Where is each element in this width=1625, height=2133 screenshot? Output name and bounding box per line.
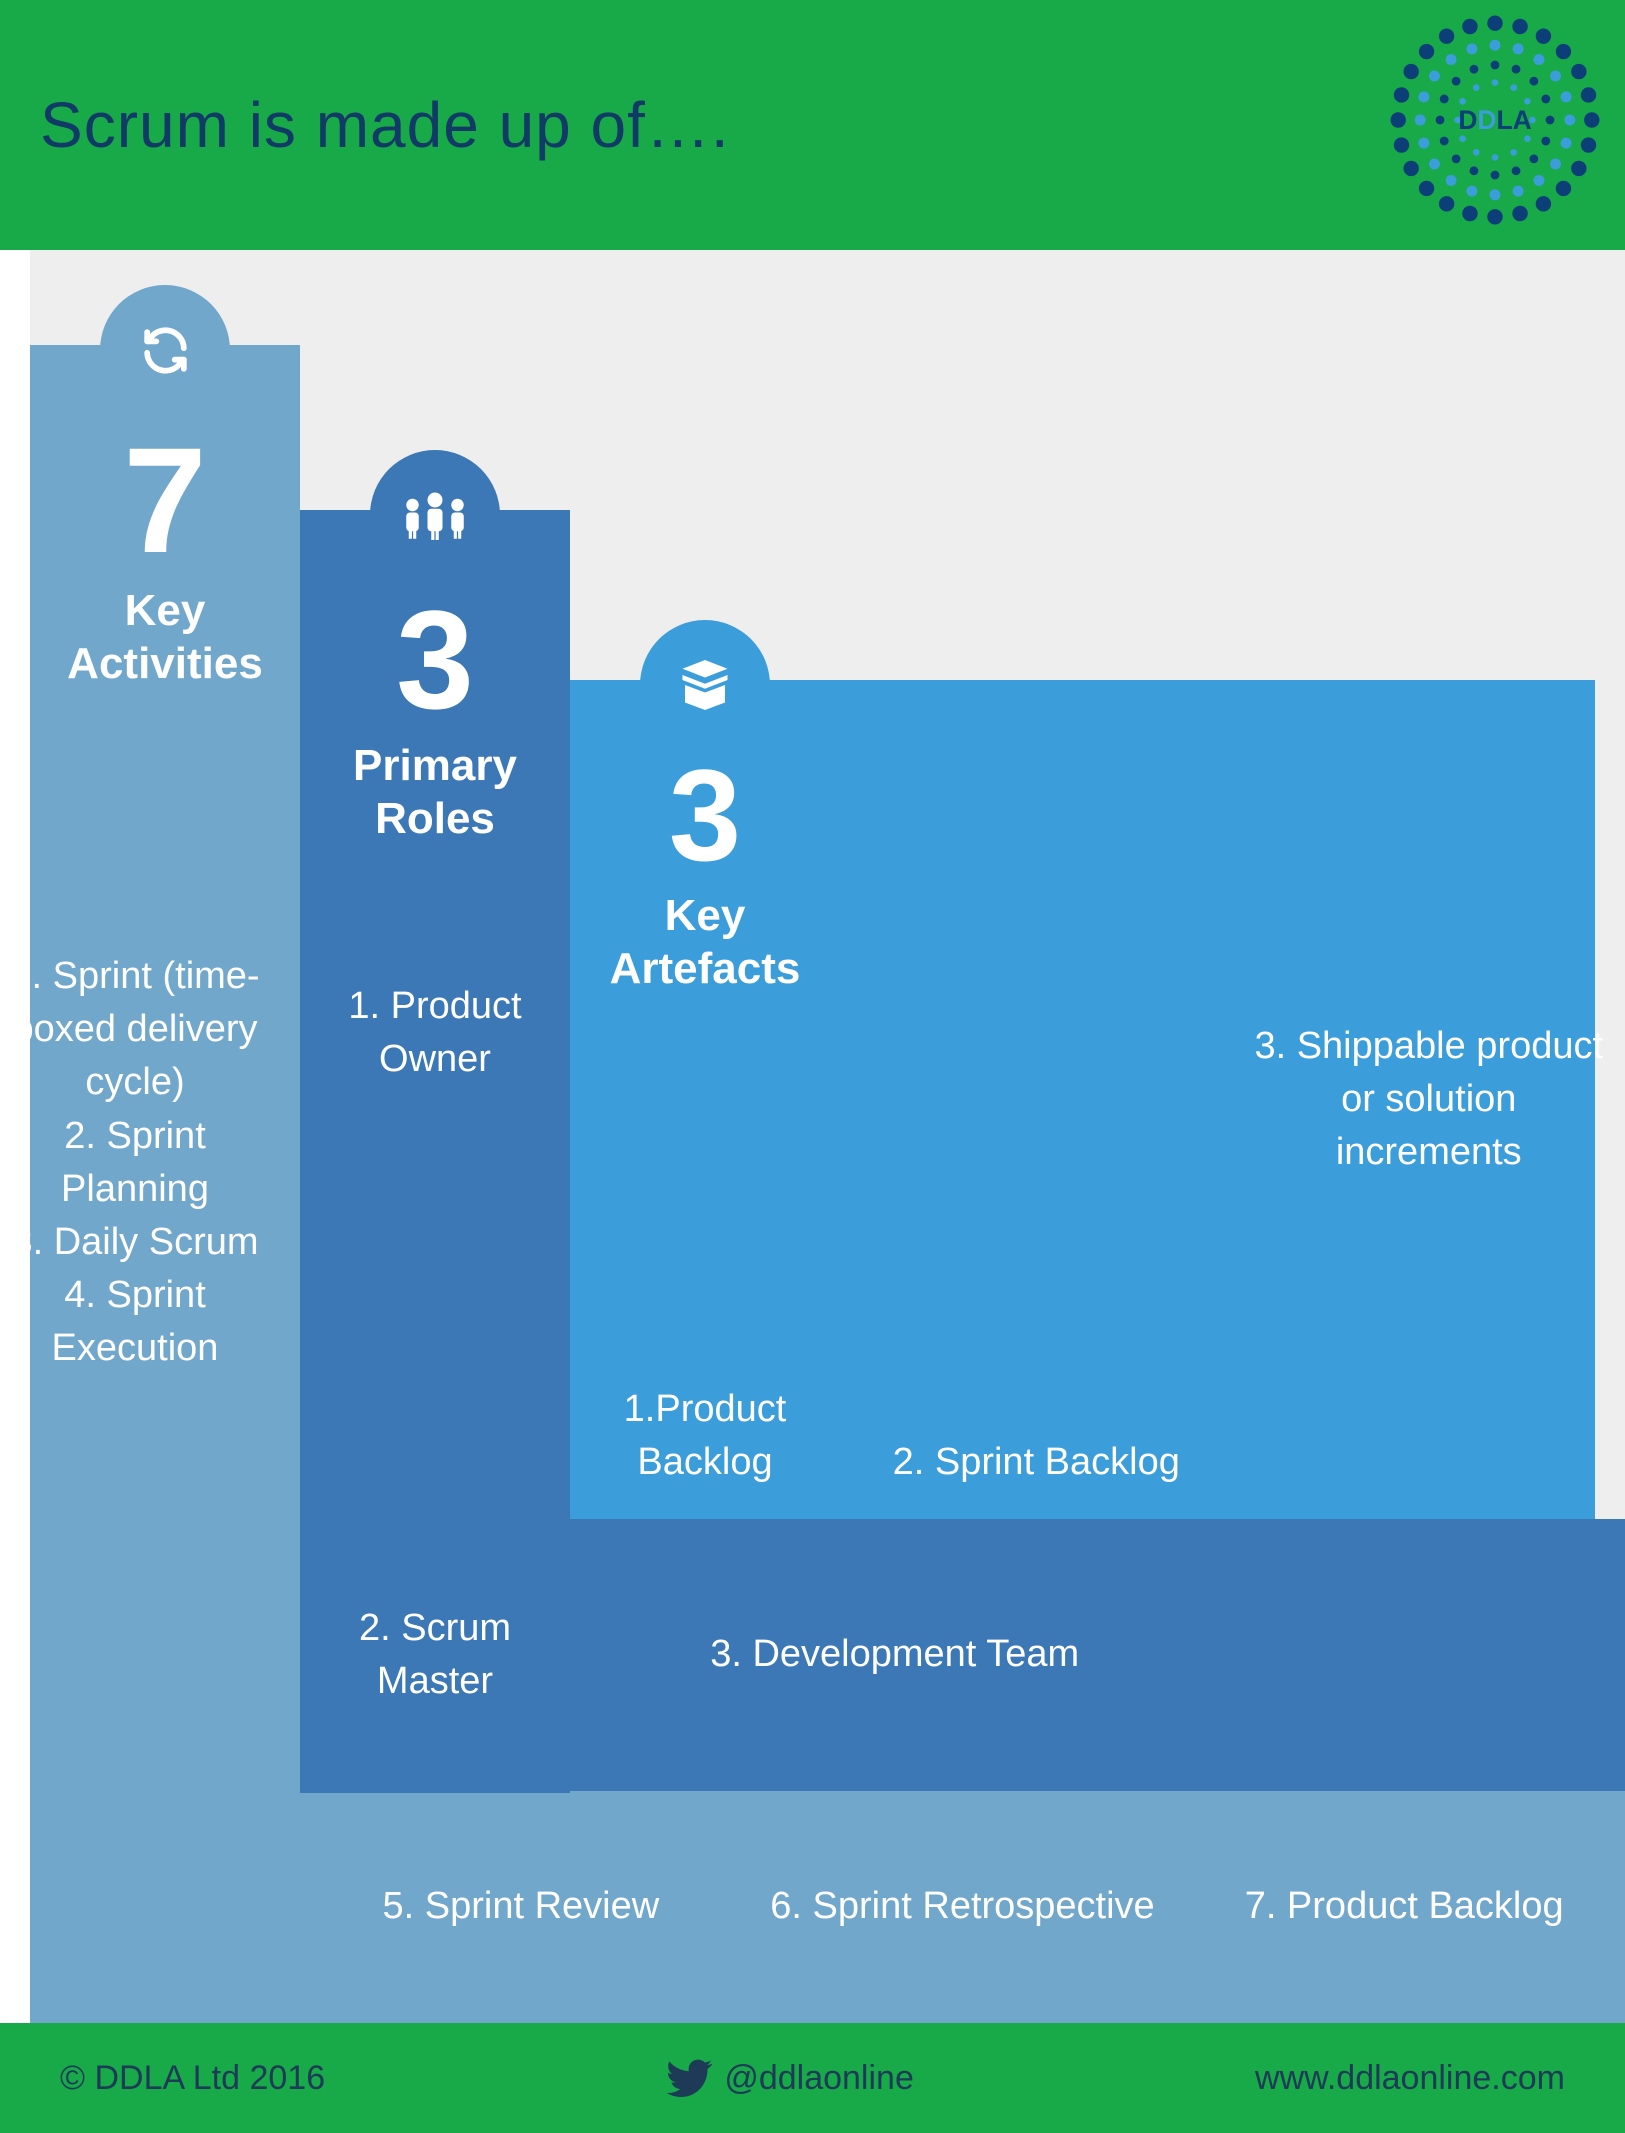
activity-item-2: 2. Sprint Planning — [10, 1110, 260, 1216]
role-item-3: 3. Development Team — [710, 1628, 1079, 1681]
footer-bar: © DDLA Ltd 2016 @ddlaonline www.ddlaonli… — [0, 2023, 1625, 2133]
twitter-handle: @ddlaonline — [666, 2054, 914, 2102]
group-icon — [395, 485, 475, 545]
roles-label: Primary Roles — [300, 740, 570, 846]
header-bar: Scrum is made up of…. DDLA — [0, 0, 1625, 250]
twitter-text: @ddlaonline — [724, 2059, 914, 2098]
activity-item-3: 3. Daily Scrum — [10, 1216, 260, 1269]
activities-items-top: 1. Sprint (time-boxed delivery cycle) 2.… — [0, 950, 270, 1376]
refresh-icon — [138, 323, 193, 378]
activity-item-5: 5. Sprint Review — [383, 1880, 660, 1933]
activity-item-1: 1. Sprint (time-boxed delivery cycle) — [10, 950, 260, 1110]
logo: DDLA — [1385, 10, 1605, 230]
website-url: www.ddlaonline.com — [1255, 2059, 1565, 2098]
role-item-2: 2. Scrum Master — [320, 1602, 550, 1708]
roles-items-row: 2. Scrum Master 3. Development Team — [300, 1519, 1625, 1791]
artefacts-items-row: 1.Product Backlog 2. Sprint Backlog 3. S… — [570, 680, 1625, 1519]
artefact-item-3: 3. Shippable product or solution increme… — [1253, 1020, 1606, 1180]
activity-item-7: 7. Product Backlog — [1245, 1880, 1564, 1933]
logo-icon: DDLA — [1385, 10, 1605, 230]
roles-number: 3 — [300, 590, 570, 730]
twitter-icon — [666, 2054, 714, 2102]
roles-item-1-wrap: 1. Product Owner — [300, 980, 570, 1086]
group-icon-badge — [370, 450, 500, 580]
activity-item-6: 6. Sprint Retrospective — [770, 1880, 1154, 1933]
activity-item-4: 4. Sprint Execution — [10, 1269, 260, 1375]
activities-number: 7 — [30, 425, 300, 575]
artefact-item-2: 2. Sprint Backlog — [893, 1436, 1180, 1489]
page-title: Scrum is made up of…. — [40, 88, 730, 162]
activities-label: Key Activities — [30, 585, 300, 691]
role-item-1: 1. Product Owner — [300, 980, 570, 1086]
content-area: 3 Key Artefacts 3 Primary Role — [0, 250, 1625, 2023]
refresh-icon-badge — [100, 285, 230, 415]
svg-text:DDLA: DDLA — [1458, 105, 1531, 135]
copyright: © DDLA Ltd 2016 — [60, 2059, 325, 2098]
activities-items-row: 5. Sprint Review 6. Sprint Retrospective… — [300, 1791, 1625, 2023]
artefact-item-1: 1.Product Backlog — [570, 1383, 840, 1489]
